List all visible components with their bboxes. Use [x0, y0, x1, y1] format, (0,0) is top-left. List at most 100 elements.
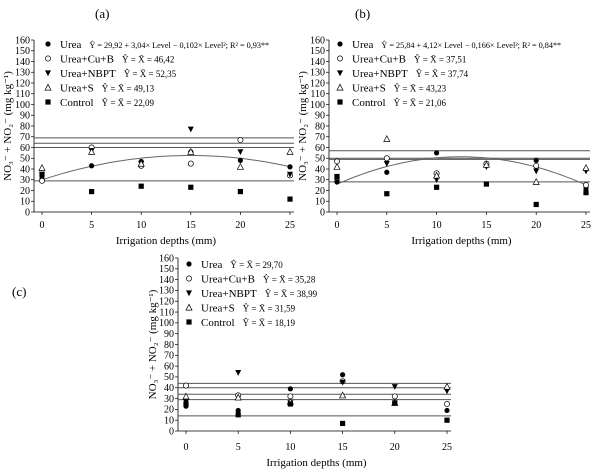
y-tick-label: 70	[315, 132, 325, 143]
legend-marker	[337, 55, 343, 62]
legend-label: Urea+NBPT	[60, 68, 116, 80]
y-tick-label: 40	[164, 383, 174, 394]
data-point	[287, 401, 293, 407]
data-point	[383, 155, 390, 162]
data-point	[384, 169, 390, 175]
y-tick-label: 30	[315, 175, 325, 186]
y-tick-label: 0	[25, 207, 30, 218]
legend-equation: Ŷ = X̄ = 46,42	[122, 55, 174, 65]
x-tick-label: 20	[390, 442, 400, 453]
x-tick-label: 5	[384, 220, 389, 231]
y-tick-label: 150	[310, 46, 325, 57]
x-tick-label: 0	[40, 220, 45, 231]
chart-panel-3: (c)0102030405060708090100110120130140150…	[12, 253, 452, 469]
series-control	[39, 171, 293, 202]
y-tick-label: 90	[20, 111, 30, 122]
data-point	[187, 126, 194, 133]
data-point	[384, 191, 390, 197]
y-tick-label: 100	[15, 100, 30, 111]
y-tick-label: 130	[310, 68, 325, 79]
data-point	[89, 188, 95, 195]
data-point	[383, 134, 391, 142]
data-point	[88, 147, 96, 155]
y-tick-label: 30	[20, 175, 30, 186]
data-point	[286, 147, 294, 155]
chart-panel-2: (b)0102030405060708090100110120130140150…	[297, 6, 591, 247]
data-point	[533, 157, 539, 163]
y-tick-label: 120	[310, 78, 325, 89]
legend-marker	[185, 303, 193, 311]
y-tick-label: 10	[315, 197, 325, 208]
x-tick-label: 25	[581, 220, 591, 231]
data-point	[235, 370, 242, 376]
series-urea-s	[38, 147, 294, 171]
y-tick-label: 140	[15, 57, 30, 68]
legend-marker	[186, 319, 192, 325]
y-tick-label: 80	[315, 121, 325, 132]
legend: Urea Ŷ = 25,84 + 4,12× Level − 0,166× Lev…	[336, 39, 561, 109]
legend-equation: Ŷ = X̄ = 37,51	[414, 55, 466, 65]
y-tick-label: 60	[164, 361, 174, 372]
data-point	[583, 190, 589, 196]
data-point	[138, 183, 144, 189]
data-point	[443, 382, 451, 390]
series-control	[183, 400, 450, 427]
legend-equation: Ŷ = X̄ = 21,06	[394, 98, 447, 108]
x-tick-label: 0	[184, 442, 189, 453]
y-tick-label: 20	[164, 405, 174, 416]
data-point	[533, 201, 539, 208]
legend-marker	[186, 261, 192, 267]
data-point	[39, 171, 45, 177]
y-tick-label: 110	[15, 89, 30, 100]
data-point	[236, 162, 244, 170]
x-tick-label: 10	[432, 220, 442, 231]
y-tick-label: 40	[20, 164, 30, 175]
legend-equation: Ŷ = X̄ = 29,70	[230, 260, 283, 270]
data-point	[444, 407, 450, 414]
legend-equation: Ŷ = 25,84 + 4,12× Level − 0,166× Level²;…	[381, 40, 561, 50]
data-point	[383, 161, 390, 167]
x-tick-label: 10	[136, 220, 146, 231]
y-tick-label: 60	[20, 143, 30, 154]
x-tick-label: 5	[89, 220, 94, 231]
data-point	[38, 163, 46, 171]
data-point	[237, 188, 243, 195]
data-point	[39, 177, 45, 184]
data-point	[483, 181, 489, 187]
data-point	[183, 401, 189, 407]
legend-marker	[45, 41, 51, 47]
data-point	[583, 182, 589, 189]
data-point	[183, 382, 189, 389]
series-urea-s	[333, 134, 590, 185]
data-point	[187, 160, 194, 167]
data-point	[434, 184, 440, 190]
legend-label: Urea+Cu+B	[352, 54, 406, 66]
y-tick-label: 10	[164, 415, 174, 426]
data-point	[339, 391, 347, 399]
y-tick-label: 10	[20, 197, 30, 208]
legend: Urea Ŷ = 29,92 + 3,04× Level − 0,102× Lev…	[44, 39, 269, 109]
data-point	[287, 386, 293, 392]
y-tick-label: 130	[159, 286, 174, 297]
data-point	[182, 392, 190, 400]
x-tick-label: 15	[481, 220, 491, 231]
data-point	[237, 149, 244, 155]
y-axis-label: NO₃⁻ + NO₂⁻ (mg kg⁻¹)	[2, 71, 14, 181]
legend-label: Control	[201, 317, 235, 329]
fit-curve	[41, 155, 291, 181]
y-tick-label: 50	[315, 154, 325, 165]
legend-label: Urea+Cu+B	[201, 274, 255, 286]
data-point	[533, 168, 540, 175]
y-tick-label: 120	[15, 78, 30, 89]
y-tick-label: 40	[315, 164, 325, 175]
data-point	[392, 400, 398, 406]
data-point	[391, 384, 398, 390]
x-tick-label: 25	[442, 442, 452, 453]
series-urea	[39, 149, 293, 182]
data-point	[582, 163, 590, 171]
legend: Urea Ŷ = X̄ = 29,70 Urea+Cu+B Ŷ = X̄ = 35,2…	[185, 259, 318, 329]
panel-label: (c)	[12, 284, 26, 299]
series-control	[334, 173, 589, 208]
data-point	[444, 417, 450, 423]
